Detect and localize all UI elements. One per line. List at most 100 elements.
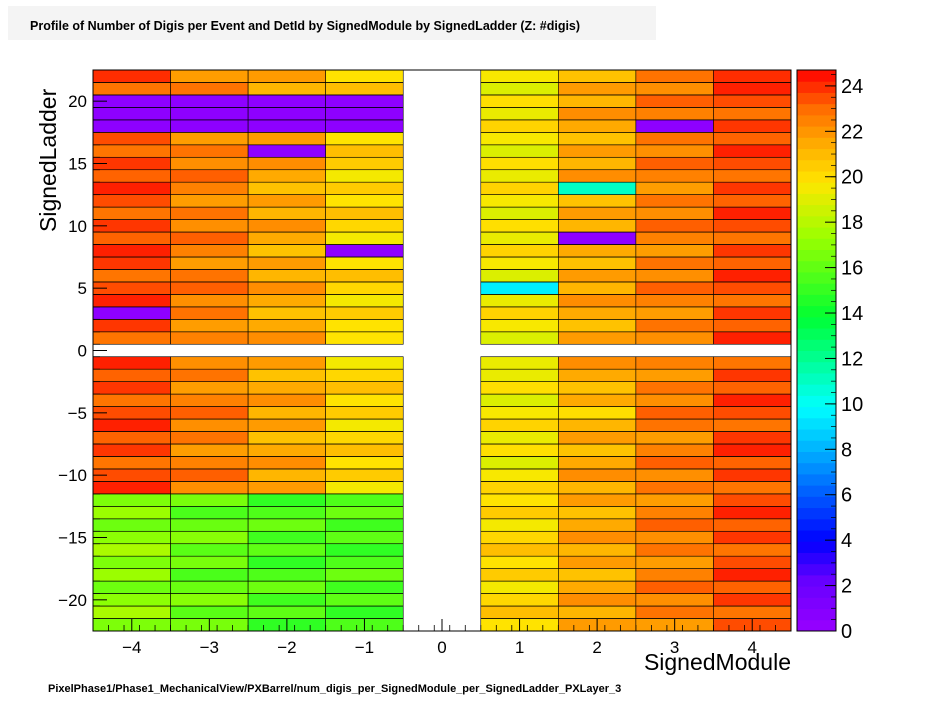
heatmap-cell [247,418,326,432]
heatmap-cell [713,468,792,482]
heatmap-cell [170,443,249,457]
heatmap-cell [325,368,404,382]
heatmap-cell [92,319,171,333]
heatmap-cell [247,406,326,420]
heatmap-cell [325,518,404,532]
heatmap-cell [480,368,559,382]
heatmap-cell [558,231,637,245]
heatmap-cell [325,431,404,445]
heatmap-cell [558,144,637,158]
heatmap-cell [713,481,792,495]
color-scale-band [797,249,836,262]
heatmap-cell [247,144,326,158]
heatmap-cell [713,94,792,108]
heatmap-cell [558,219,637,233]
heatmap-cell [635,580,714,594]
heatmap-cell [480,418,559,432]
heatmap-cell [247,82,326,96]
heatmap-cell [713,319,792,333]
color-scale-band [797,92,836,105]
color-scale-band [797,305,836,318]
heatmap-cell [325,530,404,545]
heatmap-cell [558,456,637,470]
heatmap-cell [247,605,326,619]
heatmap-cell [713,331,792,345]
heatmap-cell [713,381,792,395]
color-scale-band [797,597,836,610]
color-scale-band [797,485,836,497]
heatmap-cell [635,468,714,482]
heatmap-cell [325,356,404,370]
heatmap-cells [92,69,792,632]
heatmap-cell [247,181,326,195]
x-tick-label: 2 [592,638,601,657]
heatmap-cell [558,319,637,333]
heatmap-cell [480,593,559,607]
heatmap-cell [713,605,792,619]
heatmap-cell [325,107,404,121]
heatmap-cell [558,406,637,420]
color-scale-tick-label: 6 [841,485,852,507]
color-scale-band [797,462,836,475]
heatmap-cell [325,144,404,158]
color-scale-tick-label: 8 [841,439,852,461]
heatmap-cell [170,530,249,545]
color-scale-band [797,417,836,430]
color-scale-band [797,406,836,419]
heatmap-cell [713,107,792,121]
heatmap-cell [92,368,171,382]
heatmap-cell [558,119,637,133]
heatmap-cell [170,593,249,607]
heatmap-cell [247,194,326,208]
y-tick-label: 10 [68,217,87,236]
heatmap-cell [635,456,714,470]
heatmap-cell [247,269,326,283]
x-tick-label: −4 [122,638,141,657]
color-scale-band [797,574,836,587]
x-tick-label: −2 [277,638,296,657]
heatmap-cell [92,456,171,470]
heatmap-cell [635,119,714,133]
color-scale-band [797,81,836,93]
color-scale-band [797,350,836,363]
heatmap-cell [247,231,326,245]
heatmap-cell [558,256,637,270]
histogram-path: PixelPhase1/Phase1_MechanicalView/PXBarr… [48,683,622,695]
heatmap-cell [635,132,714,146]
heatmap-cell [247,319,326,333]
heatmap-cell [92,443,171,457]
heatmap-cell [170,568,249,582]
heatmap-cell [247,331,326,345]
y-tick-label: 20 [68,92,87,111]
heatmap-cell [247,555,326,569]
heatmap-cell [247,94,326,108]
heatmap-cell [247,468,326,482]
color-scale-band [797,384,836,396]
heatmap-cell [558,605,637,619]
color-scale [796,69,837,632]
heatmap-cell [635,107,714,121]
heatmap-cell [170,555,249,569]
heatmap-cell [635,144,714,158]
y-tick-label: 5 [78,279,87,298]
heatmap-cell [635,530,714,545]
color-scale-tick-label: 24 [841,76,863,98]
heatmap-cell [325,219,404,233]
color-scale-band [797,429,836,441]
heatmap-cell [635,219,714,233]
heatmap-cell [325,593,404,607]
x-tick-label: 1 [515,638,524,657]
heatmap-cell [558,418,637,432]
heatmap-cell [325,69,404,83]
heatmap-cell [480,294,559,308]
heatmap-cell [635,568,714,582]
color-scale-band [797,170,836,183]
heatmap-cell [635,281,714,295]
color-scale-band [797,227,836,239]
color-scale-band [797,541,836,553]
heatmap-cell [92,206,171,220]
heatmap-cell [635,94,714,108]
color-scale-tick-label: 10 [841,394,863,416]
heatmap-cell [247,156,326,171]
heatmap-cell [170,518,249,532]
